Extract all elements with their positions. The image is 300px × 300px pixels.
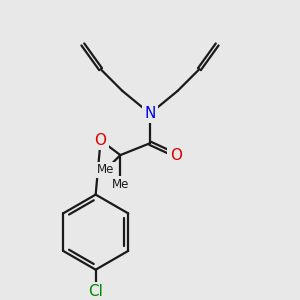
Text: Cl: Cl [88,284,103,299]
Text: Me: Me [112,178,129,191]
Text: N: N [144,106,156,121]
Text: Me: Me [97,164,114,176]
Text: O: O [170,148,182,163]
Text: O: O [94,133,106,148]
